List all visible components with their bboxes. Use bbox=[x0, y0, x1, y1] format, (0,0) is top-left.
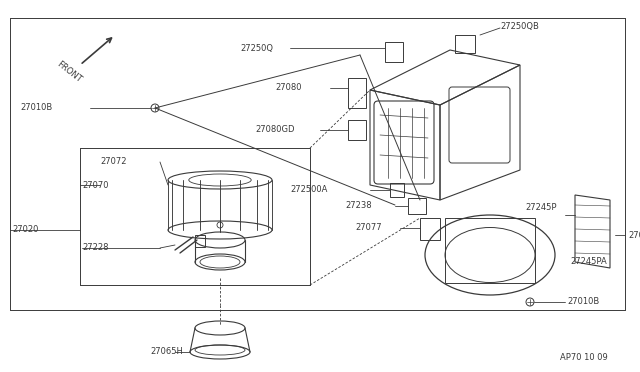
Text: 27077: 27077 bbox=[355, 224, 381, 232]
Text: FRONT: FRONT bbox=[55, 60, 83, 84]
Text: 27065H: 27065H bbox=[150, 347, 183, 356]
Text: 27080GD: 27080GD bbox=[255, 125, 294, 135]
Text: 27245PA: 27245PA bbox=[570, 257, 607, 266]
Text: 272500A: 272500A bbox=[290, 186, 328, 195]
Text: 27238: 27238 bbox=[345, 202, 372, 211]
Text: 27010B: 27010B bbox=[20, 103, 52, 112]
Text: 27245P: 27245P bbox=[525, 203, 557, 212]
Text: 27010B: 27010B bbox=[567, 298, 599, 307]
Text: 27070: 27070 bbox=[82, 180, 109, 189]
Text: 27020: 27020 bbox=[12, 225, 38, 234]
Text: 27021: 27021 bbox=[628, 231, 640, 240]
Text: 27072: 27072 bbox=[100, 157, 127, 167]
Text: 27228: 27228 bbox=[82, 244, 109, 253]
Text: 27250QB: 27250QB bbox=[500, 22, 539, 31]
Text: AP70 10 09: AP70 10 09 bbox=[560, 353, 608, 362]
Text: 27250Q: 27250Q bbox=[240, 44, 273, 52]
Text: 27080: 27080 bbox=[275, 83, 301, 93]
